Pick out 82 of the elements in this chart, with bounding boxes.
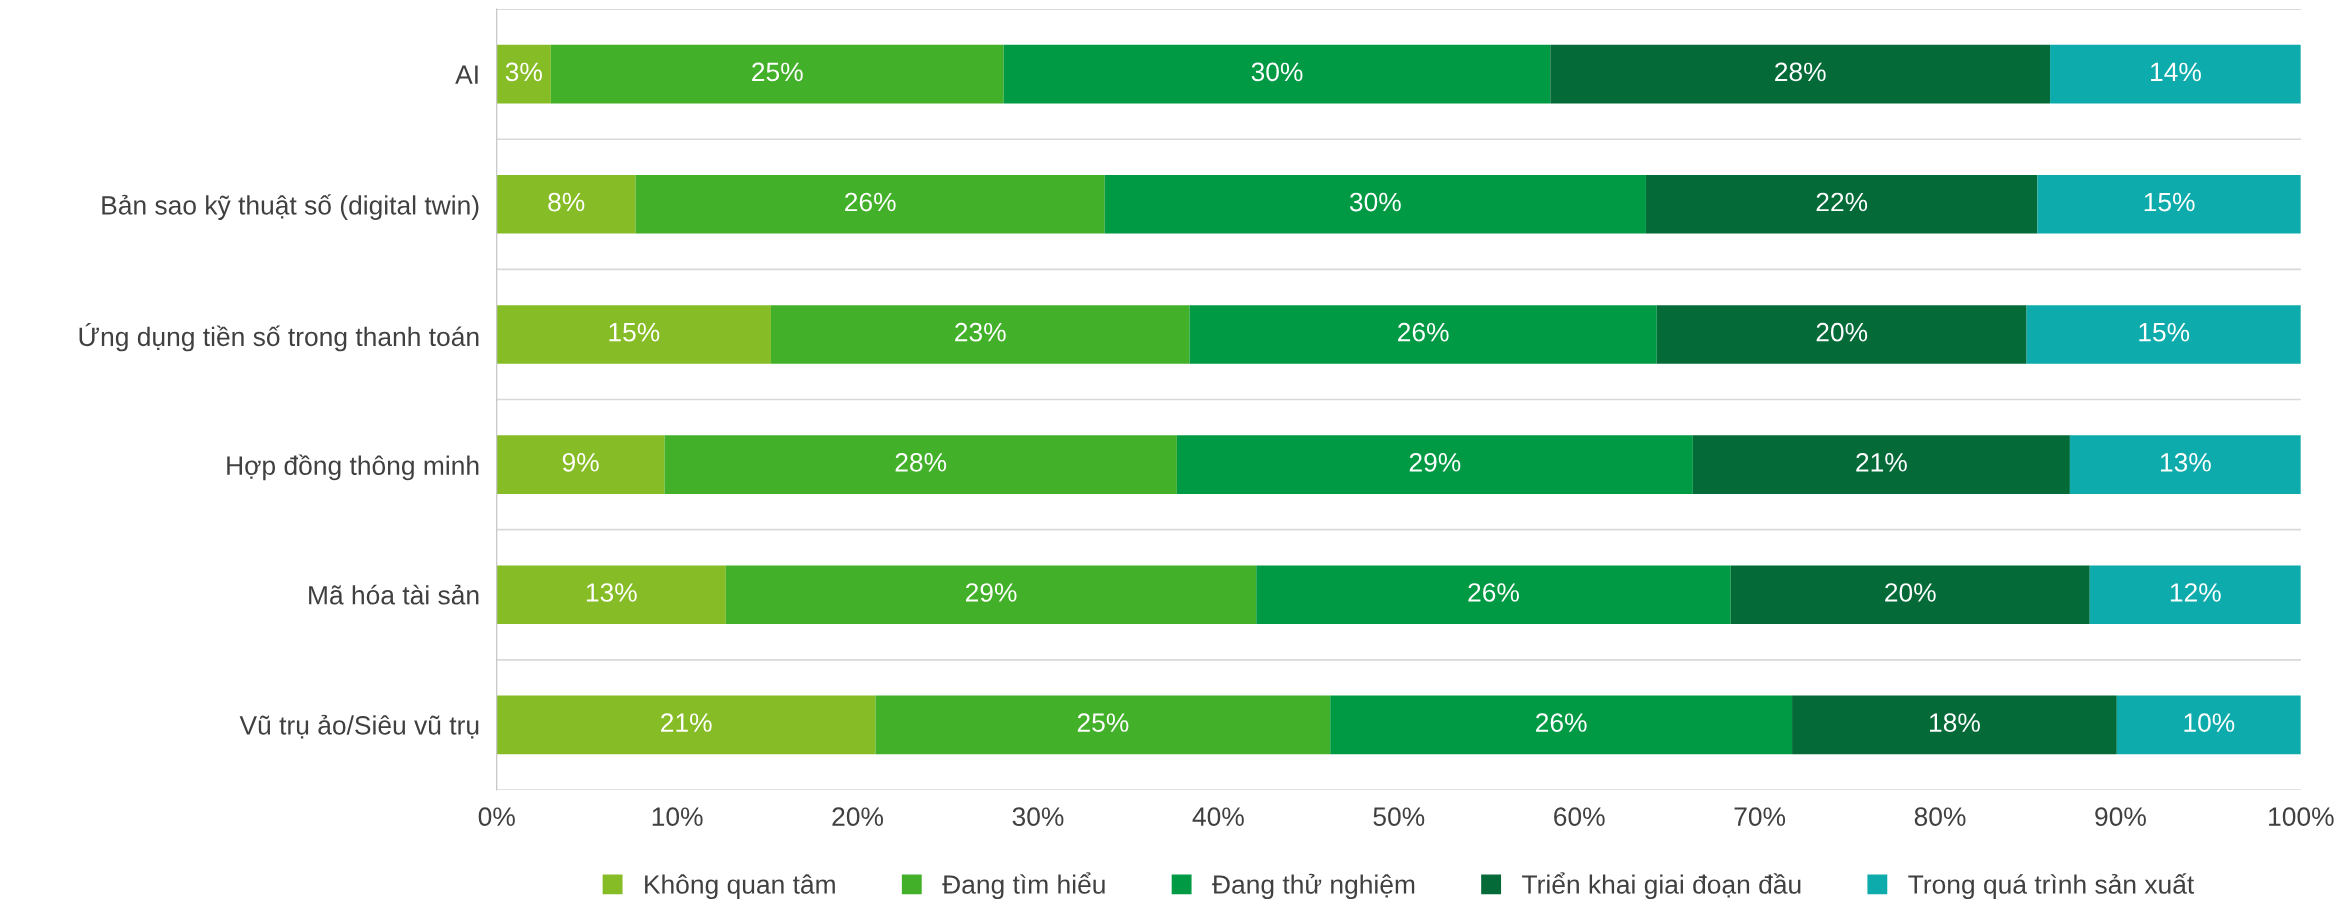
- bar: [1104, 175, 1646, 234]
- bar: [1176, 435, 1693, 494]
- data-label: 15%: [609, 322, 660, 342]
- bar: [1792, 695, 2117, 755]
- data-label: 23%: [955, 322, 1006, 342]
- bar: [496, 435, 665, 494]
- x-tick-label: 100%: [2269, 807, 2334, 827]
- y-tick-label: Mã hóa tài sản: [309, 584, 479, 605]
- bar: [1256, 565, 1731, 625]
- x-tick-label: 60%: [1554, 807, 1605, 827]
- data-label: 22%: [1816, 192, 1868, 212]
- data-label: 8%: [548, 192, 585, 212]
- data-label: 9%: [562, 452, 599, 472]
- data-label: 20%: [1816, 322, 1868, 342]
- bar: [496, 44, 551, 104]
- data-label: 26%: [1398, 322, 1449, 342]
- data-label: 13%: [2160, 452, 2211, 472]
- bar: [550, 44, 1004, 104]
- x-tick-label: 40%: [1192, 807, 1244, 827]
- bar: [496, 305, 771, 364]
- bar: [770, 305, 1190, 364]
- bar: [2089, 565, 2301, 625]
- bar: [1730, 565, 2090, 625]
- x-tick-label: 30%: [1012, 807, 1064, 827]
- bar: [2116, 695, 2301, 755]
- y-tick-label: Bản sao kỹ thuật số (digital twin): [102, 194, 479, 220]
- bar: [2026, 305, 2301, 364]
- data-label: 13%: [586, 583, 637, 602]
- data-label: 26%: [1536, 713, 1587, 732]
- data-label: 29%: [1409, 452, 1461, 472]
- data-label: 26%: [1468, 583, 1519, 602]
- x-tick-label: 80%: [1914, 807, 1966, 827]
- data-label: 12%: [2170, 583, 2221, 602]
- x-tick-label: 70%: [1734, 807, 1786, 827]
- bar: [1330, 695, 1793, 755]
- legend-label: Trong quá trình sản xuất: [1908, 873, 2195, 900]
- x-tick-label: 0%: [478, 807, 515, 827]
- bar: [664, 435, 1177, 494]
- legend-label: Triển khai giai đoạn đầu: [1522, 872, 1801, 900]
- bar: [2069, 435, 2301, 494]
- data-label: 15%: [2144, 192, 2195, 212]
- y-tick-label: AI: [455, 65, 478, 84]
- data-label: 26%: [845, 192, 896, 212]
- x-tick-label: 10%: [652, 807, 703, 827]
- y-tick-label: Ứng dụng tiền số trong thanh toán: [79, 323, 479, 352]
- data-label: 28%: [895, 452, 947, 472]
- data-label: 21%: [661, 713, 712, 732]
- legend-label: Không quan tâm: [645, 874, 835, 900]
- y-tick-label: Hợp đồng thông minh: [227, 454, 479, 481]
- data-label: 14%: [2151, 62, 2201, 82]
- bar: [2037, 175, 2301, 234]
- data-label: 20%: [1885, 583, 1936, 602]
- data-label: 15%: [2139, 322, 2190, 342]
- x-tick-label: 90%: [2095, 807, 2146, 827]
- bar: [1189, 305, 1657, 364]
- bar: [496, 565, 726, 625]
- y-tick-label: Vũ trụ ảo/Siêu vũ trụ: [239, 714, 479, 739]
- bar: [635, 175, 1105, 234]
- x-tick-label: 50%: [1373, 807, 1425, 827]
- data-label: 30%: [1349, 192, 1401, 212]
- data-label: 30%: [1251, 62, 1303, 82]
- data-label: 18%: [1930, 713, 1980, 732]
- bar: [496, 175, 636, 234]
- bar: [1692, 435, 2070, 494]
- bar: [1645, 175, 2038, 234]
- data-label: 21%: [1856, 452, 1907, 472]
- data-label: 3%: [505, 62, 542, 82]
- bar: [1550, 44, 2051, 104]
- bar: [725, 565, 1257, 625]
- bar: [875, 695, 1331, 755]
- data-label: 10%: [2184, 713, 2235, 732]
- x-tick-label: 20%: [832, 807, 884, 827]
- data-label: 29%: [965, 583, 1017, 602]
- data-label: 25%: [752, 62, 803, 82]
- bar: [1003, 44, 1551, 104]
- bar: [2050, 44, 2301, 104]
- bar: [1656, 305, 2027, 364]
- legend-label: Đang thử nghiệm: [1212, 873, 1415, 900]
- bar: [496, 695, 876, 755]
- legend-label: Đang tìm hiểu: [942, 872, 1105, 900]
- data-label: 25%: [1077, 713, 1129, 732]
- data-label: 28%: [1775, 62, 1826, 82]
